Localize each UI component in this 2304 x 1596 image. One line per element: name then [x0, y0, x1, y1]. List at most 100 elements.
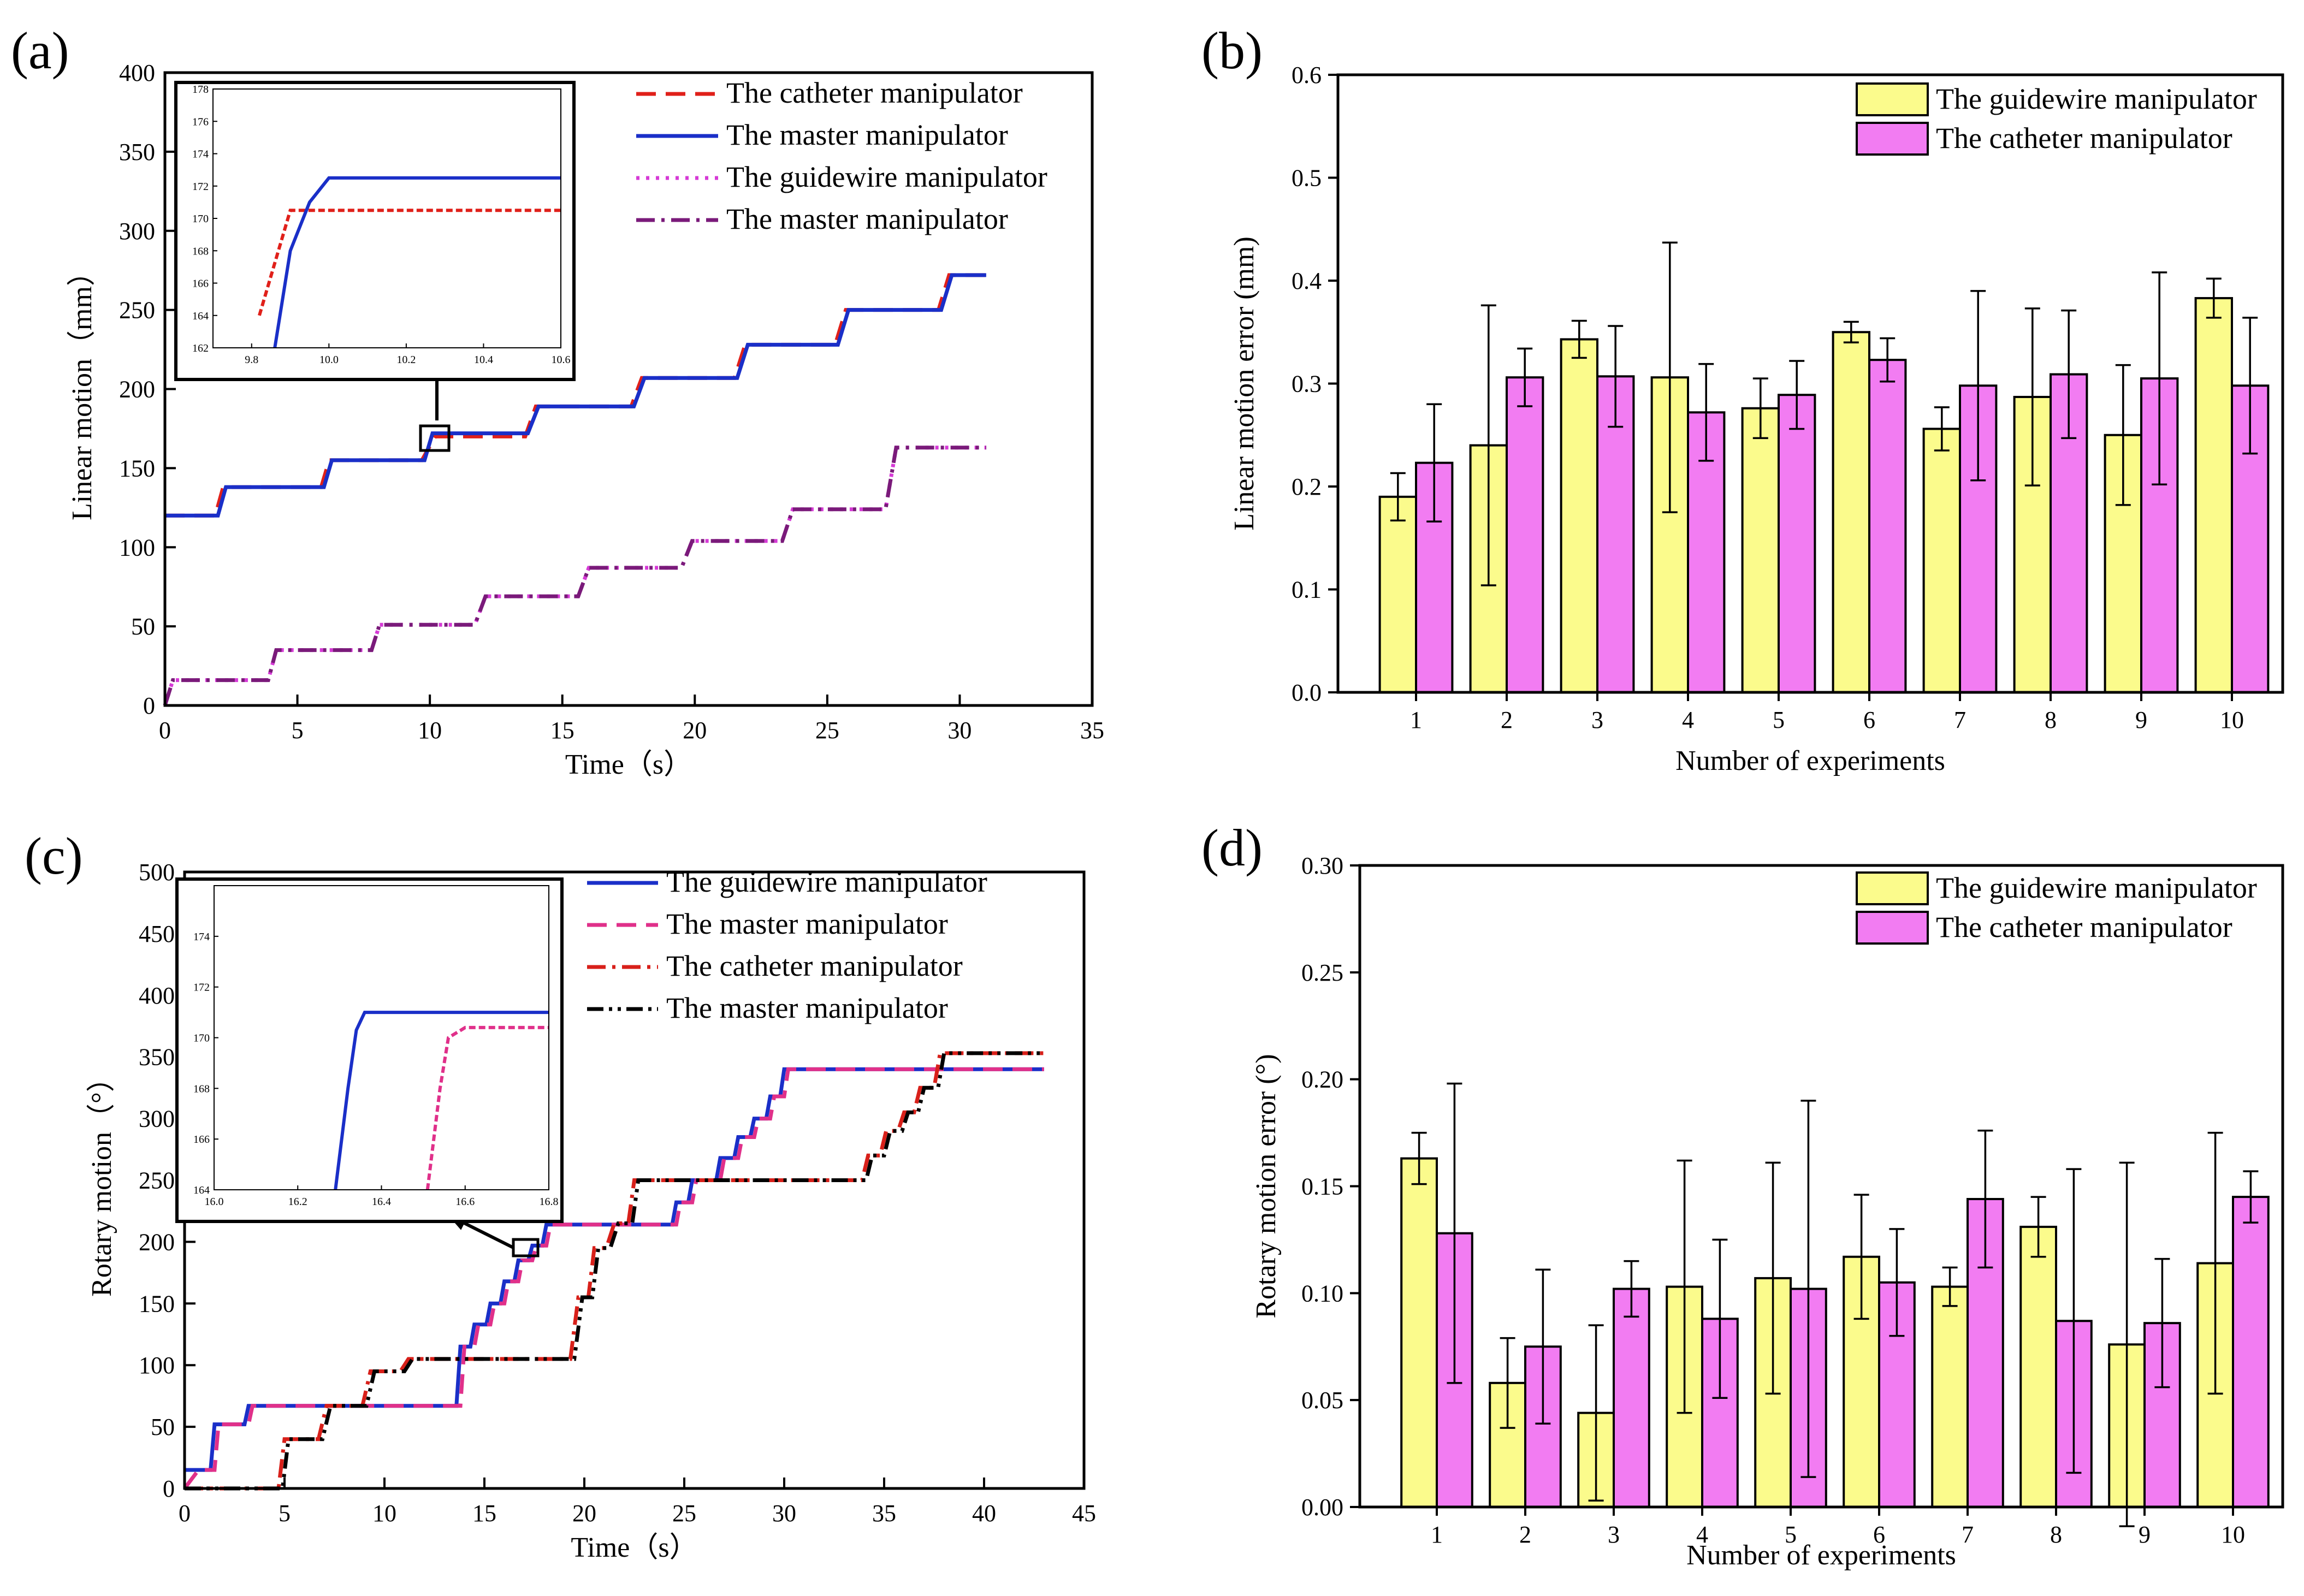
x-tick-label: 5: [292, 717, 304, 744]
y-tick-label: 250: [139, 1167, 175, 1194]
bar-2-3: [1613, 1288, 1650, 1508]
inset-x-tick-label: 10.0: [319, 354, 339, 366]
legend-label-1: The guidewire manipulator: [666, 865, 987, 898]
x-axis-label: Number of experiments: [1686, 1540, 1956, 1571]
x-tick-label: 15: [472, 1500, 496, 1527]
series-line-4: [185, 1051, 1044, 1491]
bar-2-2: [1506, 376, 1544, 693]
bar-1-7: [1922, 428, 1962, 693]
legend-label-2: The catheter manipulator: [1936, 911, 2232, 944]
x-tick-label: 40: [972, 1500, 996, 1527]
x-axis-label: Time（s）: [565, 749, 692, 780]
y-tick-label: 300: [139, 1106, 175, 1132]
x-tick-label: 1: [1431, 1521, 1443, 1548]
inset-y-tick-label: 174: [192, 149, 209, 161]
x-axis-label: Number of experiments: [1675, 745, 1945, 776]
inset-border: [175, 877, 564, 1223]
bar-2-10: [2232, 1196, 2270, 1508]
legend-label-2: The master manipulator: [726, 118, 1008, 151]
bar-1-6: [1832, 331, 1871, 693]
x-tick-label: 6: [1863, 707, 1875, 733]
inset-y-tick-label: 166: [192, 278, 209, 290]
inset-x-tick-label: 16.6: [455, 1196, 475, 1208]
y-tick-label: 350: [139, 1044, 175, 1071]
inset-x-tick-label: 9.8: [245, 354, 258, 366]
x-axis-label: Time（s）: [571, 1532, 697, 1563]
series-line-2: [183, 1067, 1044, 1490]
y-tick-label: 0.30: [1301, 852, 1343, 879]
bar-1-1: [1400, 1157, 1438, 1508]
y-tick-label: 0.2: [1292, 473, 1322, 500]
bar-2-6: [1868, 359, 1907, 693]
x-tick-label: 0: [159, 717, 171, 744]
x-tick-label: 4: [1682, 707, 1694, 733]
x-tick-label: 1: [1410, 707, 1422, 733]
x-tick-label: 10: [2221, 1521, 2245, 1548]
y-tick-label: 50: [151, 1414, 175, 1440]
legend-swatch-2: [1856, 911, 1929, 945]
legend-label-1: The catheter manipulator: [726, 76, 1023, 109]
y-tick-label: 500: [139, 859, 175, 886]
x-tick-label: 35: [872, 1500, 896, 1527]
y-axis-label: Rotary motion error (°): [1251, 1054, 1282, 1318]
x-tick-label: 25: [815, 717, 839, 744]
legend-swatch-1: [1856, 871, 1929, 905]
y-tick-label: 400: [139, 982, 175, 1009]
y-axis-label: Rotary motion（°）: [86, 1064, 117, 1297]
y-tick-label: 100: [139, 1352, 175, 1379]
bar-1-3: [1560, 338, 1599, 693]
y-axis-label: Linear motion（mm）: [67, 258, 98, 520]
inset-border: [174, 81, 576, 381]
x-tick-label: 10: [418, 717, 442, 744]
legend-swatch-2: [1856, 122, 1929, 156]
y-tick-label: 0.4: [1292, 268, 1322, 294]
x-tick-label: 9: [2139, 1521, 2151, 1548]
legend-label-4: The master manipulator: [666, 992, 948, 1024]
x-tick-label: 20: [572, 1500, 596, 1527]
inset-y-tick-label: 164: [192, 310, 209, 322]
inset-y-tick-label: 164: [193, 1184, 210, 1196]
x-tick-label: 3: [1591, 707, 1603, 733]
series-line-3: [185, 1051, 1044, 1491]
y-tick-label: 100: [119, 534, 155, 561]
inset-y-tick-label: 176: [192, 116, 209, 128]
x-tick-label: 2: [1501, 707, 1513, 733]
y-tick-label: 0.10: [1301, 1280, 1343, 1307]
x-tick-label: 2: [1519, 1521, 1531, 1548]
chart-rotary-motion: 0 5 10 15 20 25 30 35 40 450501001502002503003504…: [86, 859, 1096, 1563]
panel-label-b: (b): [1201, 21, 1263, 80]
x-tick-label: 25: [672, 1500, 696, 1527]
inset-series-line-2: [273, 176, 561, 348]
y-tick-label: 450: [139, 921, 175, 947]
legend-label-1: The guidewire manipulator: [1936, 871, 2257, 904]
x-tick-label: 15: [550, 717, 574, 744]
y-tick-label: 400: [119, 60, 155, 86]
chart-linear-motion-error: 1 2 3 4 5 6 7 8 9 10 0.0 0.1 0.2 0.3 0.4 0.5 0.6 Number o…: [1229, 62, 2284, 776]
panel-label-c: (c): [25, 827, 83, 885]
x-tick-label: 6: [1873, 1521, 1885, 1548]
bar-1-10: [2194, 297, 2234, 693]
inset-y-tick-label: 174: [193, 931, 210, 943]
legend-label-2: The catheter manipulator: [1936, 122, 2232, 155]
x-tick-label: 0: [179, 1500, 191, 1527]
bar-2-5: [1778, 394, 1816, 693]
inset-y-tick-label: 178: [192, 84, 209, 96]
chart-linear-motion: 0 5 10 15 20 25 30 35050100150200250300350400Ti…: [67, 60, 1104, 780]
y-tick-label: 0.0: [1292, 679, 1322, 706]
y-tick-label: 0.1: [1292, 577, 1322, 603]
inset-series-line-1: [334, 1011, 549, 1190]
x-tick-label: 10: [372, 1500, 396, 1527]
legend-swatch-1: [1856, 82, 1929, 116]
y-tick-label: 0.20: [1301, 1066, 1343, 1093]
y-tick-label: 0: [163, 1475, 175, 1502]
x-tick-label: 7: [1954, 707, 1966, 733]
y-tick-label: 0.25: [1301, 959, 1343, 986]
y-axis-label: Linear motion error (mm): [1229, 236, 1260, 531]
y-tick-label: 50: [131, 613, 155, 640]
y-tick-label: 0.5: [1292, 165, 1322, 192]
chart-rotary-motion-error: 1 2 3 4 5 6 7 8 9 10 0.00 0.05 0.10 0.15 0.20 0.25 0.30 N…: [1251, 852, 2284, 1571]
legend-label-2: The master manipulator: [666, 907, 948, 940]
x-tick-label: 7: [1962, 1521, 1974, 1548]
x-tick-label: 3: [1608, 1521, 1620, 1548]
inset-zoom: 9.8 10.0 10.2 10.4 10.6 162 164 166 168 170 172 174…: [174, 81, 576, 381]
